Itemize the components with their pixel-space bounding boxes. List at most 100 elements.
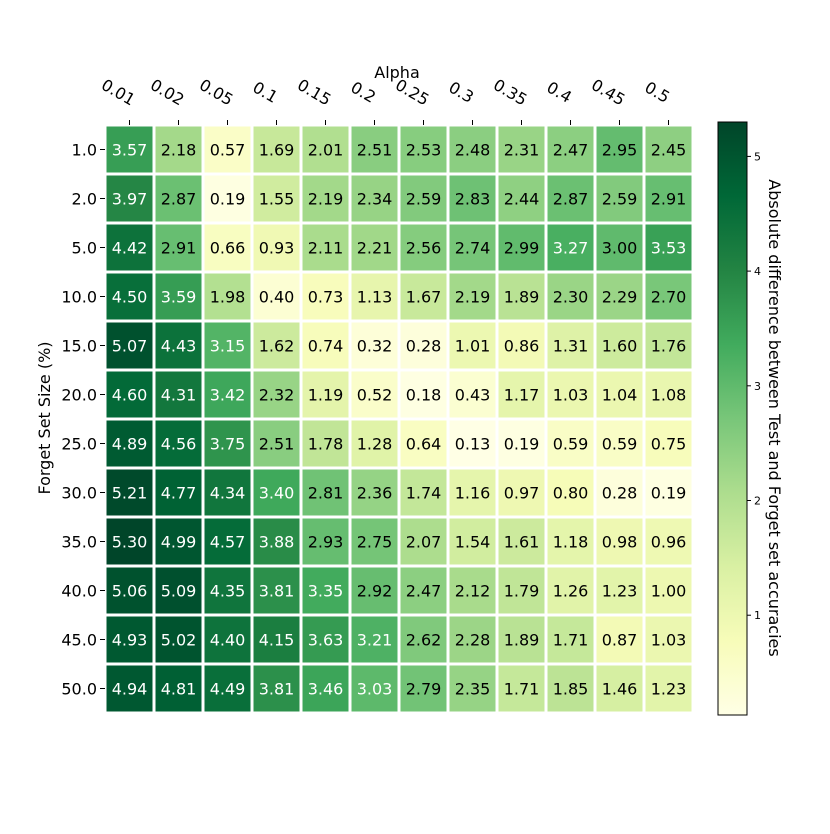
cell-value-label: 0.87 bbox=[602, 631, 638, 650]
heatmap-cell bbox=[106, 273, 153, 320]
cell-value-label: 1.17 bbox=[504, 386, 540, 405]
cell-value-label: 0.32 bbox=[357, 337, 393, 356]
heatmap-cell bbox=[400, 420, 447, 467]
cell-value-label: 3.46 bbox=[308, 680, 344, 699]
cell-value-label: 3.75 bbox=[210, 435, 246, 454]
heatmap-cell bbox=[155, 665, 202, 712]
x-tick-label: 0.15 bbox=[294, 75, 334, 109]
cell-value-label: 1.62 bbox=[259, 337, 295, 356]
heatmap-cell bbox=[155, 175, 202, 222]
cell-value-label: 2.07 bbox=[406, 533, 442, 552]
heatmap-cell bbox=[204, 469, 251, 516]
cell-value-label: 2.45 bbox=[651, 141, 687, 160]
heatmap-cell bbox=[155, 469, 202, 516]
cell-value-label: 4.15 bbox=[259, 631, 295, 650]
cell-value-label: 1.61 bbox=[504, 533, 540, 552]
cell-value-label: 0.96 bbox=[651, 533, 687, 552]
cell-value-label: 2.75 bbox=[357, 533, 393, 552]
heatmap-cell bbox=[253, 518, 300, 565]
heatmap-cell bbox=[302, 665, 349, 712]
colorbar-tick-label: 2 bbox=[754, 495, 761, 508]
heatmap-cell bbox=[253, 224, 300, 271]
heatmap-cell bbox=[449, 665, 496, 712]
heatmap-cell bbox=[204, 273, 251, 320]
heatmap-cell bbox=[596, 616, 643, 663]
y-axis-label: Forget Set Size (%) bbox=[35, 341, 54, 494]
cell-value-label: 1.31 bbox=[553, 337, 589, 356]
heatmap-cell bbox=[253, 469, 300, 516]
cell-value-label: 1.28 bbox=[357, 435, 393, 454]
heatmap-cell bbox=[449, 616, 496, 663]
cell-value-label: 2.01 bbox=[308, 141, 344, 160]
cell-value-label: 2.12 bbox=[455, 582, 491, 601]
y-tick-label: 5.0 bbox=[72, 239, 97, 258]
y-tick-label: 15.0 bbox=[61, 337, 97, 356]
heatmap-cell bbox=[645, 469, 692, 516]
heatmap-cell bbox=[645, 126, 692, 173]
heatmap-cell bbox=[645, 665, 692, 712]
heatmap-cell bbox=[302, 322, 349, 369]
y-tick-label: 2.0 bbox=[72, 190, 97, 209]
cell-value-label: 3.27 bbox=[553, 239, 589, 258]
heatmap-cell bbox=[155, 273, 202, 320]
x-tick-label: 0.05 bbox=[196, 75, 236, 109]
colorbar-gradient bbox=[717, 121, 748, 716]
heatmap-cell bbox=[351, 518, 398, 565]
cell-value-label: 2.19 bbox=[308, 190, 344, 209]
heatmap-cell bbox=[204, 567, 251, 614]
cell-value-label: 4.35 bbox=[210, 582, 246, 601]
heatmap-cell bbox=[400, 371, 447, 418]
cell-value-label: 0.59 bbox=[602, 435, 638, 454]
heatmap-cell bbox=[449, 224, 496, 271]
heatmap-cell bbox=[547, 518, 594, 565]
cell-value-label: 5.02 bbox=[161, 631, 197, 650]
cell-value-label: 1.23 bbox=[602, 582, 638, 601]
heatmap-cell bbox=[204, 616, 251, 663]
cell-value-label: 1.46 bbox=[602, 680, 638, 699]
colorbar-tick-label: 4 bbox=[754, 265, 761, 278]
cell-value-label: 3.35 bbox=[308, 582, 344, 601]
heatmap-cell bbox=[645, 567, 692, 614]
heatmap-cell bbox=[155, 224, 202, 271]
cell-value-label: 1.98 bbox=[210, 288, 246, 307]
heatmap-cell bbox=[400, 175, 447, 222]
cell-value-label: 4.94 bbox=[112, 680, 148, 699]
cell-value-label: 3.21 bbox=[357, 631, 393, 650]
heatmap-cell bbox=[106, 518, 153, 565]
cell-value-label: 0.75 bbox=[651, 435, 687, 454]
heatmap-cell bbox=[253, 420, 300, 467]
y-tick-label: 50.0 bbox=[61, 680, 97, 699]
heatmap-cell bbox=[449, 469, 496, 516]
cell-value-label: 4.89 bbox=[112, 435, 148, 454]
cell-value-label: 5.09 bbox=[161, 582, 197, 601]
cell-value-label: 1.78 bbox=[308, 435, 344, 454]
cell-value-label: 3.88 bbox=[259, 533, 295, 552]
cell-value-label: 0.80 bbox=[553, 484, 589, 503]
cell-value-label: 3.63 bbox=[308, 631, 344, 650]
heatmap-cell bbox=[106, 469, 153, 516]
cell-value-label: 0.64 bbox=[406, 435, 442, 454]
cell-value-label: 2.62 bbox=[406, 631, 442, 650]
heatmap-cell bbox=[547, 567, 594, 614]
cell-value-label: 0.86 bbox=[504, 337, 540, 356]
cell-value-label: 2.34 bbox=[357, 190, 393, 209]
cell-value-label: 0.52 bbox=[357, 386, 393, 405]
heatmap-cell bbox=[400, 665, 447, 712]
x-tick-label: 0.3 bbox=[445, 78, 477, 107]
heatmap-cell bbox=[449, 322, 496, 369]
heatmap-cell bbox=[302, 616, 349, 663]
heatmap-cell bbox=[106, 322, 153, 369]
x-tick-label: 0.2 bbox=[347, 78, 379, 107]
heatmap-cell bbox=[498, 518, 545, 565]
heatmap-cell bbox=[645, 175, 692, 222]
heatmap-cell bbox=[155, 567, 202, 614]
cell-value-label: 2.59 bbox=[602, 190, 638, 209]
heatmap-cell bbox=[302, 469, 349, 516]
cell-value-label: 1.04 bbox=[602, 386, 638, 405]
cell-value-label: 1.13 bbox=[357, 288, 393, 307]
cell-value-label: 0.74 bbox=[308, 337, 344, 356]
heatmap-cell bbox=[596, 175, 643, 222]
y-tick-label: 45.0 bbox=[61, 631, 97, 650]
heatmap-cell bbox=[498, 420, 545, 467]
cell-value-label: 0.19 bbox=[651, 484, 687, 503]
